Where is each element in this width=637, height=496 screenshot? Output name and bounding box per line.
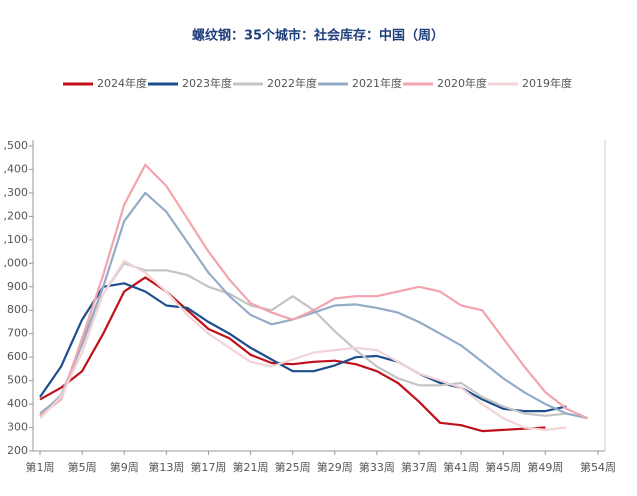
x-tick-label: 第49周 [527, 460, 563, 474]
legend-label: 2024年度 [97, 76, 147, 90]
y-tick-label: ,500 [4, 139, 29, 152]
legend-label: 2019年度 [522, 76, 572, 90]
x-tick-label: 第41周 [443, 460, 479, 474]
series-line [39, 262, 567, 417]
series-line [39, 276, 546, 433]
legend-label: 2023年度 [182, 76, 232, 90]
x-tick-label: 第17周 [190, 460, 226, 474]
y-tick-label: ,300 [4, 186, 29, 199]
y-tick-label: 400 [7, 397, 28, 410]
series-line [39, 191, 588, 420]
legend-label: 2022年度 [267, 76, 317, 90]
x-tick-label: 第45周 [485, 460, 521, 474]
legend-label: 2021年度 [352, 76, 402, 90]
x-tick-label: 第13周 [148, 460, 184, 474]
y-tick-label: 300 [7, 421, 28, 434]
y-tick-label: ,000 [4, 256, 29, 269]
y-tick-label: ,400 [4, 162, 29, 175]
legend-label: 2020年度 [437, 76, 487, 90]
x-tick-label: 第21周 [233, 460, 269, 474]
series-line [39, 163, 588, 420]
x-tick-label: 第25周 [275, 460, 311, 474]
y-tick-label: 700 [7, 327, 28, 340]
y-tick-label: 200 [7, 444, 28, 457]
x-tick-label: 第33周 [359, 460, 395, 474]
x-tick-label: 第1周 [26, 460, 55, 474]
y-tick-label: 900 [7, 280, 28, 293]
y-tick-label: ,100 [4, 233, 29, 246]
x-tick-label: 第9周 [110, 460, 139, 474]
series-line [39, 259, 567, 431]
y-tick-label: 500 [7, 374, 28, 387]
series-line [39, 282, 567, 413]
chart-title: 螺纹钢：35个城市：社会库存：中国（周） [192, 28, 444, 44]
y-tick-label: ,200 [4, 209, 29, 222]
y-tick-label: 600 [7, 350, 28, 363]
x-tick-label: 第54周 [580, 460, 616, 474]
y-tick-label: 800 [7, 303, 28, 316]
x-tick-label: 第29周 [317, 460, 353, 474]
x-tick-label: 第37周 [401, 460, 437, 474]
x-tick-label: 第5周 [68, 460, 97, 474]
